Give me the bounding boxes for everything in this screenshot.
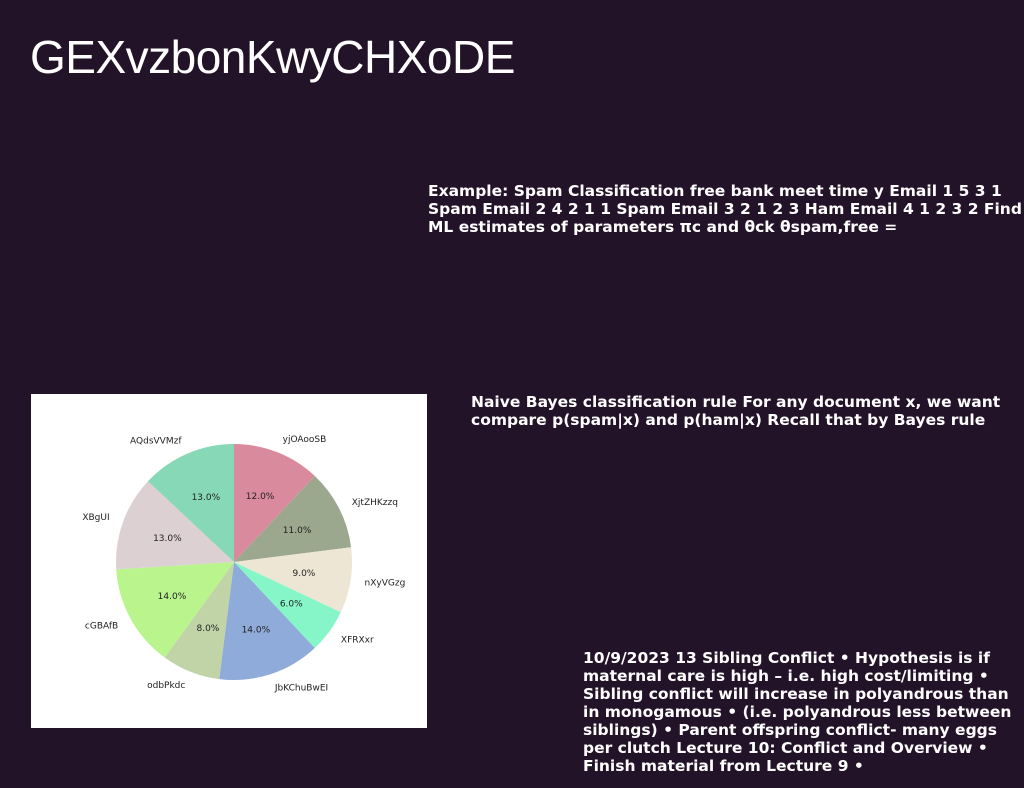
- pie-pct-label-odbPkdc: 8.0%: [196, 624, 219, 634]
- pie-pct-label-cGBAfB: 14.0%: [158, 592, 187, 602]
- pie-pct-label-JbKChuBwEI: 14.0%: [242, 625, 271, 635]
- pie-pct-label-nXyVGzg: 9.0%: [292, 569, 315, 579]
- page-title: GEXvzbonKwyCHXoDE: [30, 31, 515, 83]
- pie-category-label-yjOAooSB: yjOAooSB: [283, 435, 327, 445]
- pie-slice-XBgUI: [116, 481, 234, 570]
- pie-pct-label-XjtZHKzzq: 11.0%: [283, 526, 312, 536]
- pie-slice-cGBAfB: [116, 562, 234, 658]
- pie-slice-yjOAooSB: [234, 444, 315, 562]
- pie-slice-XFRXxr: [234, 562, 341, 649]
- pie-category-label-nXyVGzg: nXyVGzg: [365, 579, 406, 589]
- pie-pct-label-yjOAooSB: 12.0%: [246, 492, 275, 502]
- pie-category-label-odbPkdc: odbPkdc: [147, 681, 185, 691]
- pie-category-label-XBgUI: XBgUI: [82, 513, 109, 523]
- pie-pct-label-XFRXxr: 6.0%: [280, 600, 303, 610]
- text-block-sibling-conflict: 10/9/2023 13 Sibling Conflict • Hypothes…: [583, 649, 1012, 775]
- pie-category-label-XFRXxr: XFRXxr: [341, 636, 374, 646]
- text-block-spam-example: Example: Spam Classification free bank m…: [428, 182, 1022, 236]
- pie-category-label-AQdsVVMzf: AQdsVVMzf: [130, 437, 182, 447]
- pie-category-label-cGBAfB: cGBAfB: [85, 622, 118, 632]
- pie-slice-XjtZHKzzq: [234, 475, 352, 562]
- pie-slice-nXyVGzg: [234, 547, 352, 613]
- text-block-naive-bayes: Naive Bayes classification rule For any …: [471, 393, 1001, 429]
- pie-chart-panel: 12.0% yjOAooSB 11.0% XjtZHKzzq 9.0% nXyVGzg 6.…: [31, 394, 427, 728]
- pie-category-label-XjtZHKzzq: XjtZHKzzq: [352, 498, 398, 508]
- pie-slice-JbKChuBwEI: [219, 562, 315, 680]
- pie-category-label-JbKChuBwEI: JbKChuBwEI: [274, 684, 328, 694]
- pie-pct-label-AQdsVVMzf: 13.0%: [192, 493, 221, 503]
- pie-chart: 12.0% yjOAooSB 11.0% XjtZHKzzq 9.0% nXyVGzg 6.…: [82, 435, 406, 694]
- pie-slice-odbPkdc: [164, 562, 234, 680]
- pie-pct-label-XBgUI: 13.0%: [153, 534, 182, 544]
- pie-slice-AQdsVVMzf: [147, 444, 234, 562]
